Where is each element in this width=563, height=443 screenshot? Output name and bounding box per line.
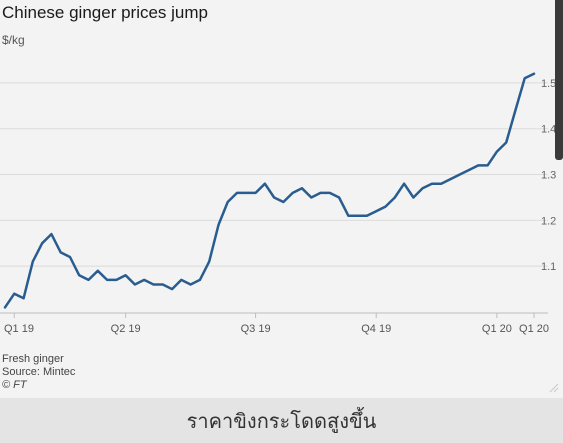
y-tick-label: 1.4 — [541, 124, 556, 136]
chart-card: Chinese ginger prices jump $/kg 1.1 1.2 1.… — [0, 0, 563, 398]
ginger-price-line — [3, 72, 536, 309]
x-tick-label: Q4 19 — [361, 323, 391, 335]
y-tick-label: 1.1 — [541, 261, 556, 273]
x-tick-label: Q1 19 — [4, 323, 34, 335]
image-caption: ราคาขิงกระโดดสูงขึ้น — [186, 408, 377, 433]
chart-footnotes: Fresh ginger Source: Mintec © FT — [2, 353, 75, 392]
y-tick-labels: 1.1 1.2 1.3 1.4 1.5 — [541, 78, 556, 273]
scrollbar[interactable] — [555, 0, 563, 160]
resize-handle-icon[interactable] — [549, 383, 559, 393]
x-tick-label: Q3 19 — [241, 323, 271, 335]
caption-bar: ราคาขิงกระโดดสูงขึ้น — [0, 398, 563, 443]
y-tick-label: 1.5 — [541, 78, 556, 90]
x-tick-label: Q1 20 — [519, 323, 549, 335]
footnote-series: Fresh ginger — [2, 353, 64, 365]
chart-title: Chinese ginger prices jump — [2, 3, 208, 22]
footnote-copyright: © FT — [2, 379, 27, 391]
x-ticks: Q1 19 Q2 19 Q3 19 Q4 19 Q1 20 Q1 20 — [4, 313, 549, 335]
y-axis-unit: $/kg — [2, 33, 25, 47]
line-chart: 1.1 1.2 1.3 1.4 1.5 Q1 19 Q2 19 Q3 19 Q4 19 Q1 2… — [0, 72, 556, 335]
footnote-source: Source: Mintec — [2, 366, 76, 378]
x-tick-label: Q2 19 — [111, 323, 141, 335]
y-tick-label: 1.3 — [541, 170, 556, 182]
y-tick-label: 1.2 — [541, 215, 556, 227]
gridlines — [0, 82, 548, 267]
x-tick-label: Q1 20 — [482, 323, 512, 335]
